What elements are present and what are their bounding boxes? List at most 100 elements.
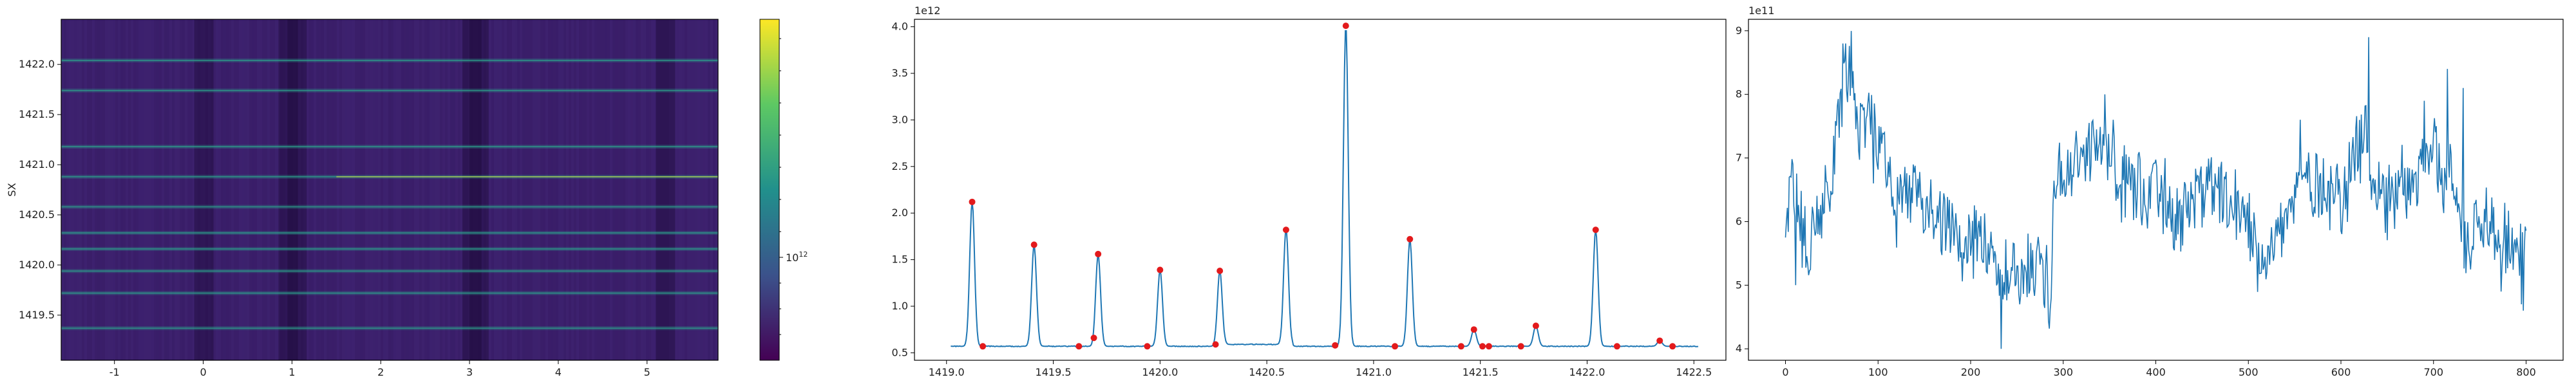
heatmap-column-strip [334,19,337,360]
heatmap-column-strip [205,19,208,360]
heatmap-column-strip [120,19,123,360]
peak-marker [1030,241,1037,248]
heatmap-column-strip [638,19,641,360]
heatmap-column-strip [396,19,399,360]
heatmap-column-strip [661,19,664,360]
heatmap-column-strip [84,19,87,360]
heatmap-column-strip [327,19,329,360]
heatmap-column-strip [159,19,162,360]
heatmap-column-strip [527,19,530,360]
heatmap-column-strip [128,19,131,360]
heatmap-y-tick-label: 1422.0 [19,58,55,70]
heatmap-y-tick-label: 1421.0 [19,158,55,170]
peaks-y-tick-label: 1.0 [892,300,908,312]
heatmap-column-strip [308,19,311,360]
heatmap-column-strip [311,19,314,360]
heatmap-column-strip [357,19,360,360]
heatmap-column-strip [190,19,193,360]
series-x-tick-label: 800 [2516,366,2536,378]
peak-marker [1144,343,1151,350]
heatmap-column-strip [97,19,100,360]
heatmap-column-strip [535,19,538,360]
heatmap-column-strip [677,19,679,360]
heatmap-column-strip [267,19,270,360]
heatmap-column-strip [278,19,280,360]
heatmap-column-strip [664,19,667,360]
heatmap-column-strip [144,19,146,360]
heatmap-column-strip [172,19,175,360]
heatmap-column-strip [427,19,430,360]
heatmap-column-strip [393,19,396,360]
heatmap-column-strip [64,19,66,360]
heatmap-column-strip [669,19,672,360]
heatmap-column-strip [564,19,566,360]
heatmap-column-strip [497,19,499,360]
series-y-offset-label: 1e11 [1748,5,1774,17]
heatmap-column-strip [576,19,579,360]
heatmap-column-strip [643,19,646,360]
heatmap-column-strip [347,19,350,360]
heatmap-column-strip [468,19,471,360]
heatmap-column-strip [540,19,543,360]
heatmap-column-strip [252,19,254,360]
heatmap-column-strip [605,19,607,360]
heatmap-panel: -1 0 1 2 3 4 5 1419.51420.01420.51421.01421.51… [6,19,719,378]
heatmap-column-strip [378,19,381,360]
heatmap-column-strip [417,19,419,360]
heatmap-column-strip [213,19,216,360]
peak-marker [1392,343,1399,350]
peaks-y-tick-label: 2.0 [892,207,908,219]
peak-marker [1485,343,1492,350]
heatmap-column-strip [288,19,290,360]
heatmap-column-strip [412,19,414,360]
colorbar-gradient [759,19,780,361]
heatmap-column-strip [437,19,440,360]
heatmap-column-strip [87,19,90,360]
heatmap-column-strip [543,19,545,360]
peak-marker [1592,226,1599,234]
heatmap-column-strip [100,19,102,360]
heatmap-column-strip [342,19,345,360]
heatmap-column-strip [692,19,695,360]
heatmap-column-strip [198,19,200,360]
heatmap-column-strip [520,19,522,360]
heatmap-column-strip [705,19,708,360]
heatmap-column-strip [610,19,612,360]
heatmap-column-strip [602,19,605,360]
heatmap-column-strip [218,19,221,360]
heatmap-column-strip [700,19,703,360]
peak-marker [1342,23,1349,30]
heatmap-bands [61,58,718,331]
heatmap-x-tick-label: 2 [377,366,384,378]
heatmap-dark-column [278,19,298,360]
peak-markers [969,23,1676,350]
heatmap-column-strip [710,19,713,360]
heatmap-column-strip [715,19,718,360]
heatmap-column-strip [61,19,64,360]
heatmap-column-strip [169,19,172,360]
heatmap-column-strip [589,19,592,360]
heatmap-column-strip [110,19,113,360]
heatmap-column-strip [74,19,77,360]
heatmap-column-strip [569,19,571,360]
heatmap-column-strip [450,19,453,360]
heatmap-column-strip [571,19,574,360]
heatmap-column-strip [659,19,661,360]
heatmap-column-strip [95,19,97,360]
heatmap-column-strip [435,19,437,360]
series-x-tick-label: 300 [2053,366,2073,378]
heatmap-column-strip [383,19,386,360]
heatmap-column-strip [597,19,600,360]
heatmap-column-strip [208,19,211,360]
heatmap-column-strip [337,19,339,360]
heatmap-frame [61,19,719,361]
heatmap-column-strip [422,19,424,360]
heatmap-column-strip [131,19,133,360]
heatmap-column-strip [682,19,685,360]
heatmap-column-strip [466,19,468,360]
heatmap-column-strip [151,19,154,360]
heatmap-column-strip [316,19,319,360]
heatmap-column-strip [375,19,378,360]
series-x-tick-label: 400 [2146,366,2166,378]
